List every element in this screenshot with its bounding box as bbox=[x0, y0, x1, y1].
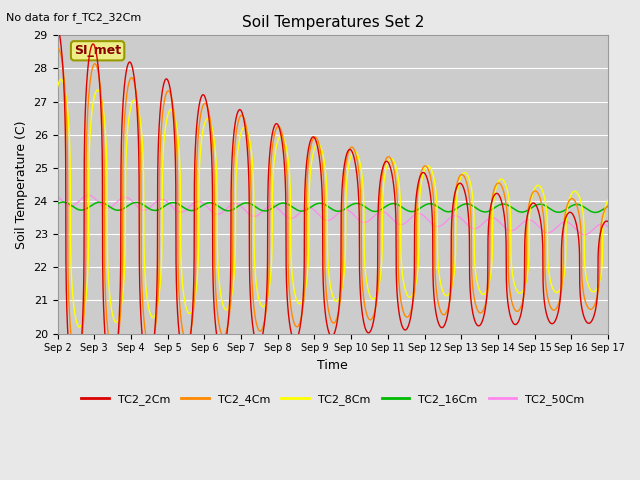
Y-axis label: Soil Temperature (C): Soil Temperature (C) bbox=[15, 120, 28, 249]
Text: No data for f_TC2_32Cm: No data for f_TC2_32Cm bbox=[6, 12, 141, 23]
Legend: TC2_2Cm, TC2_4Cm, TC2_8Cm, TC2_16Cm, TC2_50Cm: TC2_2Cm, TC2_4Cm, TC2_8Cm, TC2_16Cm, TC2… bbox=[77, 390, 589, 409]
Title: Soil Temperatures Set 2: Soil Temperatures Set 2 bbox=[242, 15, 424, 30]
Text: SI_met: SI_met bbox=[74, 44, 121, 57]
X-axis label: Time: Time bbox=[317, 359, 348, 372]
